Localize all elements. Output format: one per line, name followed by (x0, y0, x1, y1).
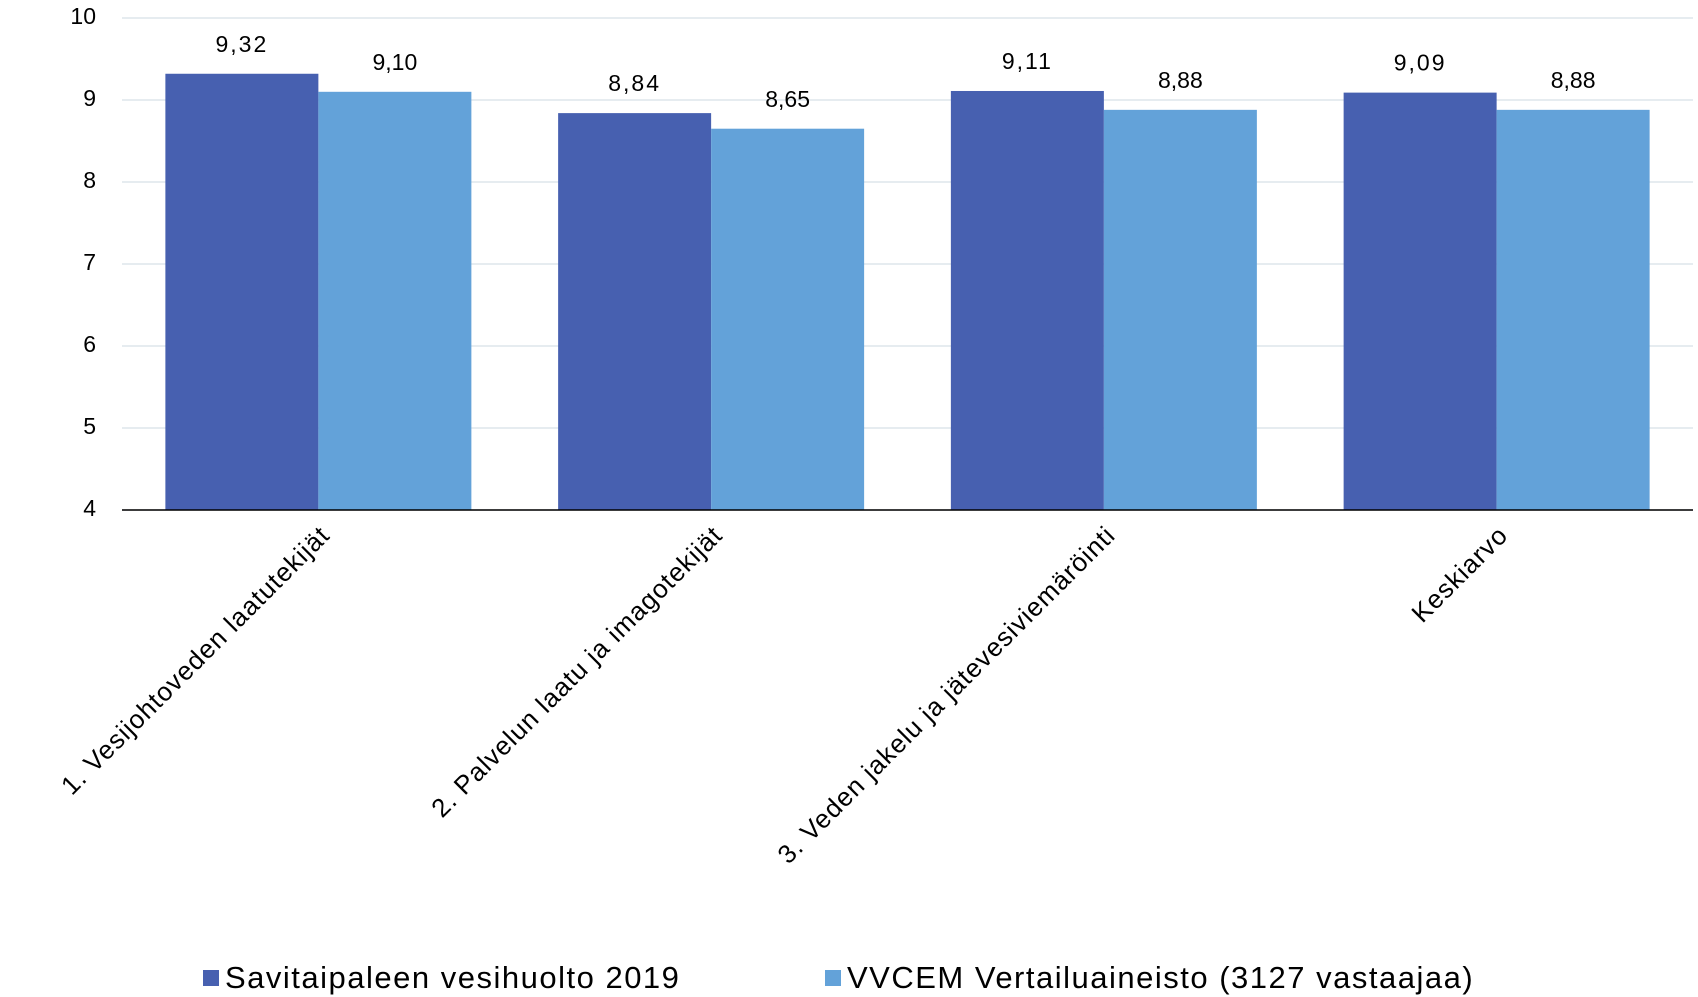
y-tick-label: 9 (83, 85, 96, 111)
x-tick-label: 2. Palvelun laatu ja imagotekijät (425, 520, 728, 823)
legend-label: VVCEM Vertailuaineisto (3127 vastaajaa) (847, 960, 1474, 995)
bar (165, 73, 319, 510)
bar (1496, 109, 1650, 510)
y-tick-label: 4 (83, 495, 96, 521)
y-tick-label: 10 (70, 3, 96, 29)
bar (711, 128, 865, 510)
bar (318, 91, 472, 511)
legend-marker (825, 970, 841, 986)
data-label: 9,09 (1394, 50, 1447, 76)
data-label: 8,84 (608, 70, 661, 96)
x-tick-label: 1. Vesijohtoveden laatutekijät (55, 520, 336, 801)
data-label: 8,88 (1158, 67, 1203, 93)
y-tick-label: 5 (83, 413, 96, 439)
data-label: 9,11 (1002, 48, 1053, 74)
x-tick-label: 3. Veden jakelu ja jätevesiviemäröinti (771, 520, 1121, 870)
bar (1343, 92, 1497, 511)
x-tick-label: Keskiarvo (1405, 520, 1513, 628)
y-tick-label: 7 (83, 249, 96, 275)
data-label: 9,10 (372, 49, 417, 75)
legend-label: Savitaipaleen vesihuolto 2019 (225, 960, 680, 995)
legend-marker (203, 970, 219, 986)
bar (1103, 109, 1257, 510)
data-label: 9,32 (215, 31, 268, 57)
y-tick-label: 8 (83, 167, 96, 193)
bar (558, 113, 712, 511)
data-label: 8,88 (1551, 67, 1596, 93)
data-label: 8,65 (765, 86, 810, 112)
bar (950, 90, 1104, 510)
y-tick-label: 6 (83, 331, 96, 357)
